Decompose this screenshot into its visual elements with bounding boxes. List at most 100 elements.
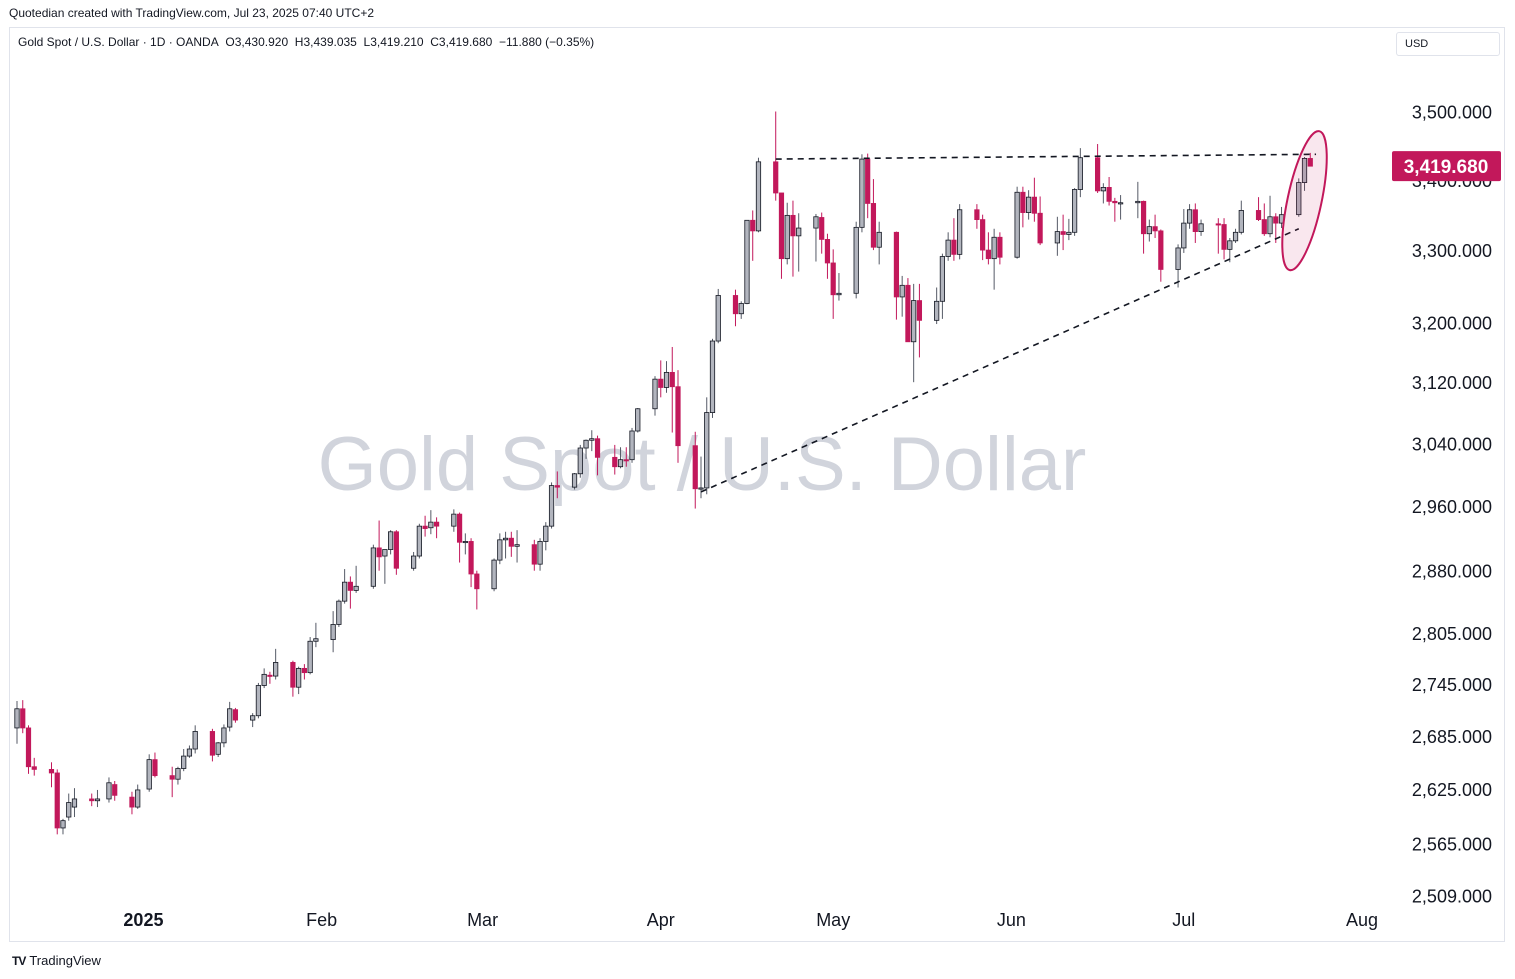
tradingview-logo-icon: TV — [12, 953, 26, 968]
candle — [186, 745, 193, 758]
candle-body — [853, 226, 859, 294]
candle-body — [537, 541, 543, 565]
candle-body — [652, 378, 658, 410]
price-axis[interactable]: 3,500.0003,400.0003,300.0003,200.0003,12… — [1412, 103, 1492, 907]
candle — [1301, 157, 1308, 191]
candle — [991, 228, 997, 290]
candle-body — [790, 214, 796, 237]
candle-body — [980, 219, 986, 251]
candle-body — [698, 487, 704, 490]
candle-body — [784, 214, 790, 260]
candle — [1135, 181, 1141, 219]
candle-body — [342, 581, 348, 602]
candle — [376, 520, 382, 571]
last-price-tag: 3,419.680 — [1392, 151, 1501, 182]
candle-body — [876, 231, 882, 248]
candle-body — [307, 640, 313, 674]
candle — [1267, 195, 1273, 238]
candle-body — [25, 727, 32, 768]
candle-body — [985, 249, 991, 260]
candle — [652, 376, 658, 416]
candle-body — [250, 715, 256, 721]
candle — [997, 232, 1003, 265]
candle — [589, 430, 595, 452]
candle-body — [1175, 247, 1181, 270]
candle-body — [830, 262, 836, 296]
price-tick-label: 3,200.000 — [1412, 314, 1492, 334]
candle — [916, 283, 923, 358]
candle-body — [663, 371, 670, 388]
candle-body — [71, 798, 78, 808]
chart-caption: Quotedian created with TradingView.com, … — [9, 6, 374, 20]
candle-body — [997, 236, 1003, 258]
candle-body — [106, 782, 112, 800]
candle — [146, 754, 152, 792]
candle-body — [635, 408, 641, 432]
footer-branding[interactable]: TV TradingView — [12, 953, 101, 968]
candle-body — [456, 513, 463, 543]
candle — [750, 210, 756, 261]
candle — [502, 531, 509, 559]
candle — [732, 289, 739, 327]
candle — [456, 512, 463, 563]
last-price-label: 3,419.680 — [1404, 157, 1489, 178]
candle-body — [296, 667, 302, 688]
candle — [267, 671, 273, 684]
candle — [951, 218, 957, 261]
candle — [899, 275, 905, 317]
candle-body — [89, 798, 95, 802]
price-tick-label: 2,625.000 — [1412, 780, 1492, 800]
candle — [416, 523, 422, 559]
candle-body — [773, 161, 779, 194]
candle — [192, 725, 198, 754]
candle-body — [589, 438, 595, 441]
candle-body — [991, 236, 997, 260]
candle-body — [1100, 187, 1106, 192]
candle-body — [859, 158, 865, 228]
candle-body — [301, 667, 307, 674]
price-tick-label: 2,960.000 — [1412, 497, 1492, 517]
price-tick-label: 2,880.000 — [1412, 562, 1492, 582]
candle-body — [1158, 230, 1164, 270]
symbol-legend[interactable]: Gold Spot / U.S. Dollar · 1D · OANDA O3,… — [18, 35, 594, 49]
candle-body — [1037, 212, 1043, 244]
candle — [1192, 203, 1198, 243]
trendlines-layer — [700, 130, 1328, 493]
candle-body — [1261, 219, 1267, 235]
candle — [1117, 195, 1124, 220]
time-tick-label: Feb — [306, 910, 337, 930]
candle-body — [796, 227, 802, 237]
candle-body — [951, 239, 957, 255]
candle-body — [474, 573, 480, 590]
resistance-line — [775, 153, 1317, 160]
candle-body — [411, 555, 417, 569]
candle — [583, 439, 589, 459]
candle — [1106, 177, 1112, 206]
candle — [1054, 216, 1060, 256]
candle — [250, 713, 256, 728]
legend-high: H3,439.035 — [294, 35, 357, 49]
candle — [623, 447, 629, 467]
candle-body — [175, 768, 181, 780]
candle-body — [1077, 157, 1083, 190]
candle-body — [934, 300, 940, 321]
candle-body — [1215, 223, 1221, 226]
candle-body — [353, 585, 359, 591]
candle — [778, 192, 785, 279]
candle-body — [273, 662, 279, 677]
time-tick-label: May — [816, 910, 850, 930]
time-axis[interactable]: 2025 Feb Mar Apr May Jun Jul Aug — [123, 910, 1378, 930]
candle — [66, 793, 72, 821]
legend-low: L3,419.210 — [363, 35, 424, 49]
candle-body — [94, 798, 101, 802]
legend-symbol: Gold Spot / U.S. Dollar · 1D · OANDA — [18, 35, 219, 49]
candle-body — [146, 759, 152, 790]
candle-body — [778, 192, 785, 260]
candle — [1031, 177, 1037, 222]
candles-layer — [14, 111, 1313, 835]
currency-selector[interactable]: USD — [1396, 32, 1500, 56]
candle — [612, 444, 618, 475]
candle — [617, 447, 624, 469]
candle-body — [623, 459, 629, 462]
